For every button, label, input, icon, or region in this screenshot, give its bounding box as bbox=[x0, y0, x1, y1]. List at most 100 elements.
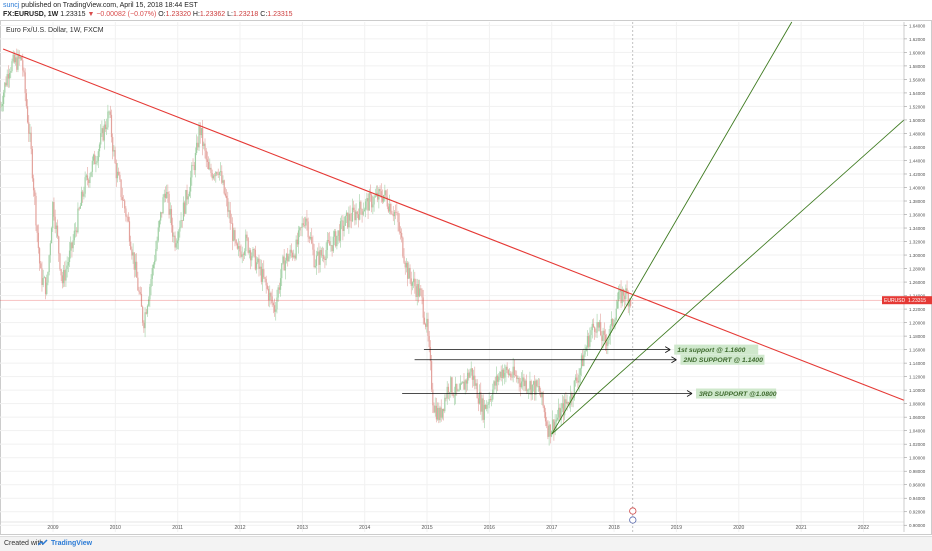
candle-body bbox=[474, 375, 476, 386]
trendline-downtrend-resistance[interactable] bbox=[2, 48, 905, 401]
candle-body bbox=[441, 408, 444, 418]
candle-body bbox=[562, 403, 565, 416]
candle-body bbox=[488, 399, 490, 405]
candle-body bbox=[14, 57, 17, 63]
candle-body bbox=[402, 237, 404, 257]
candle-body bbox=[180, 220, 182, 228]
candle-body bbox=[484, 404, 487, 409]
candle-body bbox=[164, 193, 167, 199]
candle-body bbox=[264, 277, 266, 279]
chart-area[interactable]: 1.64000 1.62000 1.60000 1.58000 1.56000 1.540… bbox=[0, 20, 932, 535]
candle-body bbox=[313, 249, 315, 268]
support-label-1[interactable]: 1st support @ 1.1600 bbox=[677, 347, 745, 354]
candle-body bbox=[287, 253, 289, 262]
candle-body bbox=[407, 262, 409, 279]
candle-body bbox=[193, 165, 195, 171]
candle-body bbox=[295, 239, 297, 259]
candle-body bbox=[541, 392, 543, 398]
candle-body bbox=[619, 288, 621, 292]
y-tick-label: 1.54000 bbox=[909, 91, 926, 96]
candle-body bbox=[472, 375, 475, 380]
trendline-shallow-uptrend[interactable] bbox=[551, 119, 905, 435]
candle-body bbox=[270, 292, 272, 297]
candle-body bbox=[138, 290, 140, 293]
candle-body bbox=[74, 230, 77, 232]
candle-body bbox=[303, 225, 306, 226]
axes[interactable]: 1.64000 1.62000 1.60000 1.58000 1.56000 1.540… bbox=[0, 22, 932, 532]
candle-body bbox=[178, 231, 180, 241]
support-label-2[interactable]: 2ND SUPPORT @ 1.1400 bbox=[682, 357, 763, 364]
candle-body bbox=[523, 377, 525, 387]
candle-body bbox=[482, 398, 484, 420]
author-link[interactable]: suncj bbox=[3, 2, 20, 9]
x-tick-label: 2021 bbox=[796, 525, 807, 531]
event-flag-icon[interactable] bbox=[629, 516, 637, 524]
candle-body bbox=[194, 152, 197, 171]
annotations[interactable]: 1st support @ 1.1600 2ND SUPPORT @ 1.1400… bbox=[402, 344, 777, 524]
candle-body bbox=[160, 212, 162, 221]
candle-body bbox=[426, 318, 428, 327]
y-tick-label: 1.36000 bbox=[909, 213, 926, 218]
candle-body bbox=[330, 245, 332, 246]
candle-body bbox=[60, 269, 62, 276]
candle-body bbox=[415, 286, 417, 297]
candle-body bbox=[221, 171, 223, 183]
candle-body bbox=[65, 269, 67, 281]
candle-body bbox=[86, 175, 89, 180]
x-tick-label: 2016 bbox=[484, 525, 495, 531]
candle-body bbox=[17, 53, 19, 70]
candle-body bbox=[518, 378, 520, 384]
candle-body bbox=[2, 92, 5, 105]
candle-body bbox=[588, 335, 590, 347]
candle-body bbox=[486, 404, 488, 409]
candle-body bbox=[155, 249, 157, 261]
candle-body bbox=[354, 210, 356, 221]
candle-body bbox=[530, 381, 532, 395]
candle-body bbox=[25, 93, 27, 107]
candle-body bbox=[198, 125, 200, 148]
candle-body bbox=[554, 421, 556, 432]
candle-body bbox=[78, 208, 80, 210]
candle-body bbox=[168, 193, 170, 215]
y-tick-label: 1.20000 bbox=[909, 321, 926, 326]
candle-body bbox=[259, 266, 261, 269]
candle-body bbox=[513, 366, 515, 375]
candle-body bbox=[19, 57, 21, 59]
candle-body bbox=[331, 245, 333, 252]
price-chart[interactable]: 1.64000 1.62000 1.60000 1.58000 1.56000 1.540… bbox=[0, 20, 932, 535]
candle-body bbox=[517, 378, 519, 380]
candle-body bbox=[332, 236, 334, 252]
candle-body bbox=[368, 193, 370, 211]
candle-body bbox=[591, 323, 593, 331]
candle-body bbox=[403, 256, 405, 263]
candle-body bbox=[519, 383, 521, 388]
candle-body bbox=[384, 190, 386, 195]
candle-body bbox=[321, 254, 324, 256]
support-label-3[interactable]: 3RD SUPPORT @1.0800 bbox=[699, 391, 777, 398]
candle-body bbox=[32, 178, 35, 191]
trendline-steep-uptrend[interactable] bbox=[551, 21, 793, 435]
y-tick-label: 1.22000 bbox=[909, 307, 926, 312]
candle-body bbox=[490, 399, 493, 401]
trendlines[interactable] bbox=[0, 21, 905, 532]
candle-body bbox=[216, 171, 218, 175]
candle-body bbox=[224, 193, 227, 196]
candle-body bbox=[338, 230, 340, 241]
candle-body bbox=[56, 225, 59, 237]
event-flag-icon[interactable] bbox=[629, 507, 637, 515]
tradingview-brand[interactable]: TradingView bbox=[51, 540, 93, 547]
candle-body bbox=[282, 256, 284, 264]
x-tick-label: 2014 bbox=[359, 525, 370, 531]
candle-body bbox=[249, 250, 252, 261]
candle-body bbox=[302, 223, 304, 226]
candle-body bbox=[471, 368, 473, 380]
candle-body bbox=[296, 239, 298, 245]
candle-body bbox=[379, 189, 381, 192]
y-tick-label: 1.46000 bbox=[909, 145, 926, 150]
candle-body bbox=[405, 262, 408, 268]
y-tick-label: 1.10000 bbox=[909, 388, 926, 393]
candle-body bbox=[457, 390, 459, 392]
candle-body bbox=[475, 383, 477, 386]
candle-body bbox=[43, 277, 45, 278]
